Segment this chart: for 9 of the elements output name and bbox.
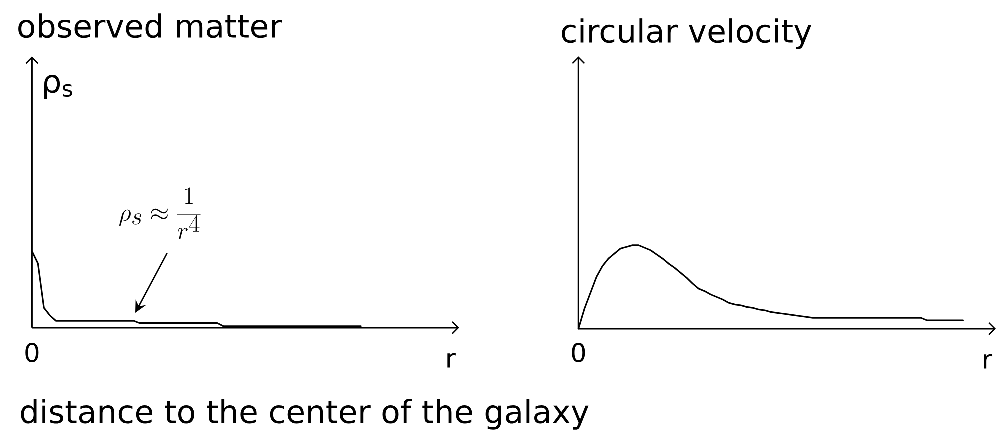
text: distance to the center of the galaxy — [21, 399, 589, 430]
text: $\rho_s \approx \frac{1}{r^4}$ — [119, 188, 201, 240]
text: 0 — [572, 342, 586, 362]
x-axis-title: r — [984, 354, 993, 369]
chart-title: observed matter — [18, 13, 282, 38]
x-axis-title: r — [448, 353, 456, 368]
chart-title: circular velocity — [562, 18, 812, 50]
y-axis-title: ρ$_{s}$ — [44, 74, 72, 100]
text: 0 — [26, 342, 39, 362]
